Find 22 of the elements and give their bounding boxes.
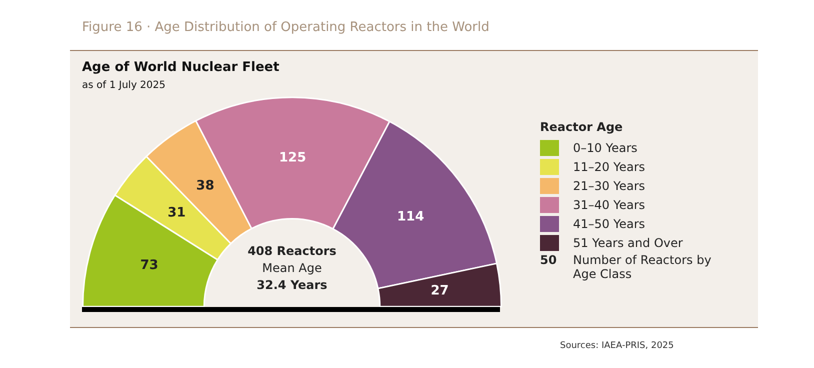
data-label: 125 <box>279 150 306 166</box>
data-label: 27 <box>430 284 449 299</box>
data-label: 31 <box>168 205 186 220</box>
source-note: Sources: IAEA-PRIS, 2025 <box>560 341 674 351</box>
legend-label: 11–20 Years <box>573 160 646 174</box>
legend-label: 0–10 Years <box>573 140 638 154</box>
legend-label: 21–30 Years <box>573 178 646 192</box>
text: 50 <box>540 253 558 269</box>
text: Number of Reactors by Age Class <box>573 253 712 281</box>
legend-label: 51 Years and Over <box>573 236 683 250</box>
legend-label: 31–40 Years <box>573 198 646 212</box>
chart-title: Age of World Nuclear Fleet <box>82 60 280 75</box>
caption: Figure 16 · Age Distribution of Operating Reactors in the World <box>82 20 490 35</box>
text: Mean Age <box>261 260 323 277</box>
data-label: 114 <box>396 209 424 224</box>
legend-title: Reactor Age <box>540 120 624 134</box>
legend-label: 41–50 Years <box>573 216 646 230</box>
data-label: 73 <box>140 258 158 273</box>
chart-subtitle: as of 1 July 2025 <box>82 80 166 91</box>
data-label: 38 <box>196 178 214 194</box>
text: 32.4 Years <box>256 277 328 294</box>
text: 408 Reactors <box>246 243 338 260</box>
